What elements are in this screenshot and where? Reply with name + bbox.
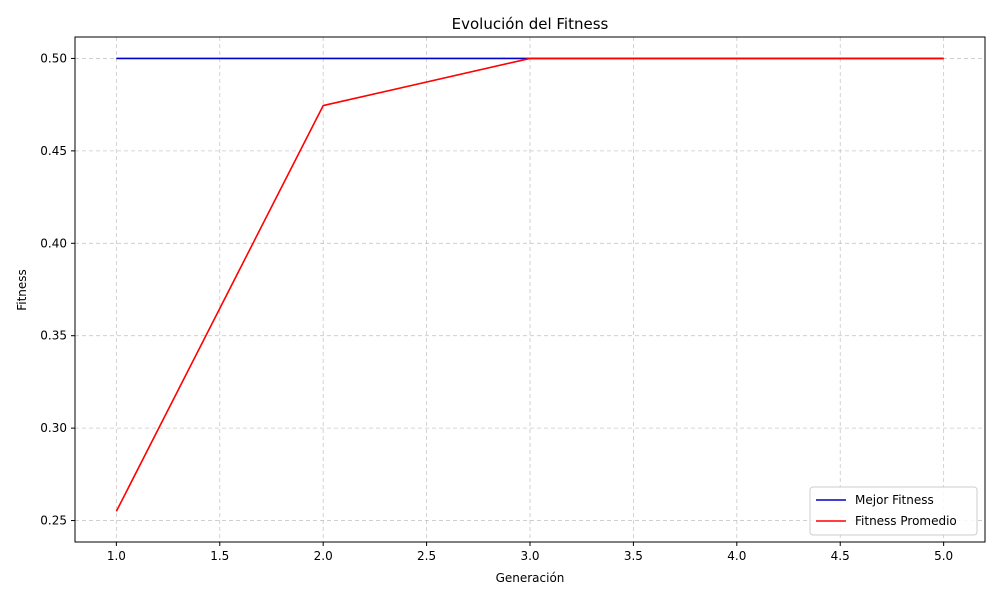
y-tick-label: 0.35 [40,329,67,343]
legend-label-fitness-promedio: Fitness Promedio [855,514,957,528]
y-tick-label: 0.25 [40,514,67,528]
series-line-fitness-promedio [115,57,944,512]
x-tick-label: 1.0 [107,549,126,563]
x-tick-label: 2.0 [314,549,333,563]
x-tick-label: 4.0 [727,549,746,563]
y-tick-label: 0.30 [40,421,67,435]
legend-label-mejor-fitness: Mejor Fitness [855,493,934,507]
x-tick-label: 5.0 [934,549,953,563]
x-tick-label: 1.5 [210,549,229,563]
y-tick-label: 0.45 [40,144,67,158]
x-axis-label: Generación [496,571,565,585]
legend-box [809,486,978,536]
series-lines [115,57,944,512]
y-tick-label: 0.40 [40,236,67,250]
chart-title: Evolución del Fitness [452,15,609,33]
y-tick-label: 0.50 [40,51,67,65]
x-tick-label: 4.5 [831,549,850,563]
legend: Mejor Fitness Fitness Promedio [809,486,978,536]
y-axis-label: Fitness [15,269,29,311]
x-axis-ticks: 1.0 1.5 2.0 2.5 3.0 3.5 4.0 4.5 5.0 [107,542,953,563]
x-tick-label: 3.0 [520,549,539,563]
x-tick-label: 3.5 [624,549,643,563]
y-axis-ticks: 0.25 0.30 0.35 0.40 0.45 0.50 [40,51,75,528]
x-tick-label: 2.5 [417,549,436,563]
